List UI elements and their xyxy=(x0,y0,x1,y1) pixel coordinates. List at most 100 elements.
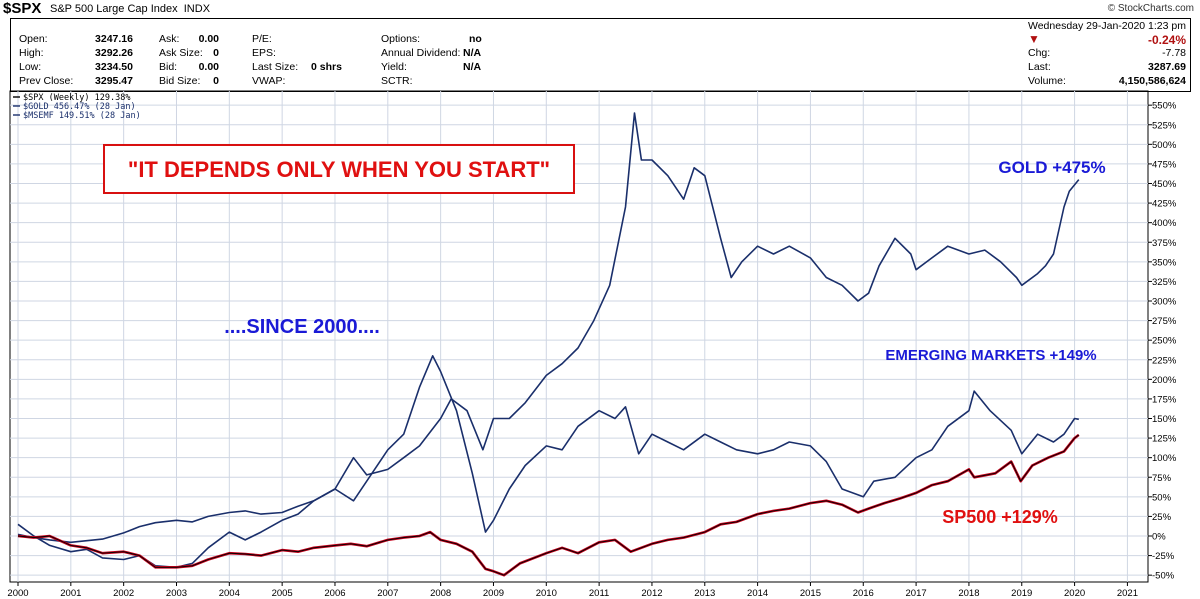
ask-size-value: 0 xyxy=(213,47,219,59)
y-tick-label: 250% xyxy=(1152,336,1177,347)
y-tick-label: 200% xyxy=(1152,375,1177,386)
last-label: Last: xyxy=(1028,61,1051,73)
y-axis: -50% -25% 0% 25% 50% 75% 100% 125% 150% 175% 200% 2… xyxy=(1148,101,1177,582)
index-name: S&P 500 Large Cap Index INDX xyxy=(50,3,210,15)
change-percent: -0.24% xyxy=(1147,33,1186,47)
x-tick-label: 2006 xyxy=(324,588,345,599)
high-label: High: xyxy=(19,47,44,59)
pe-label: P/E: xyxy=(252,33,272,45)
x-tick-label: 2005 xyxy=(272,588,293,599)
x-tick-label: 2007 xyxy=(377,588,398,599)
x-tick-label: 2002 xyxy=(113,588,134,599)
bid-value: 0.00 xyxy=(198,61,219,73)
dividend-value: N/A xyxy=(463,47,482,59)
x-tick-label: 2008 xyxy=(430,588,451,599)
y-tick-label: 150% xyxy=(1152,414,1177,425)
y-tick-label: 400% xyxy=(1152,218,1177,229)
grid-layer xyxy=(10,91,1148,582)
title-box xyxy=(103,144,575,194)
plot-frame xyxy=(9,90,1149,583)
volume-value: 4,150,586,624 xyxy=(1118,75,1186,87)
quote-datetime: Wednesday 29-Jan-2020 1:23 pm xyxy=(1028,20,1186,32)
ask-size-label: Ask Size: xyxy=(159,47,203,59)
prev-close-label: Prev Close: xyxy=(19,75,74,87)
y-tick-label: 475% xyxy=(1152,159,1177,170)
x-tick-label: 2012 xyxy=(641,588,662,599)
y-tick-label: 500% xyxy=(1152,140,1177,151)
y-tick-label: 125% xyxy=(1152,434,1177,445)
y-tick-label: 325% xyxy=(1152,277,1177,288)
prev-close-value: 3295.47 xyxy=(95,75,133,87)
y-tick-label: 525% xyxy=(1152,120,1177,131)
bid-size-label: Bid Size: xyxy=(159,75,201,87)
x-tick-label: 2010 xyxy=(536,588,557,599)
ask-label: Ask: xyxy=(159,33,180,45)
legend: $SPX (Weekly) 129.38%$GOLD 456.47% (28 J… xyxy=(13,93,141,121)
y-tick-label: 275% xyxy=(1152,316,1177,327)
y-tick-label: 100% xyxy=(1152,453,1177,464)
yield-label: Yield: xyxy=(381,61,407,73)
x-tick-label: 2014 xyxy=(747,588,768,599)
last-value: 3287.69 xyxy=(1148,61,1186,73)
chg-label: Chg: xyxy=(1028,47,1051,59)
legend-label: $SPX (Weekly) 129.38% xyxy=(23,93,130,103)
x-tick-label: 2020 xyxy=(1064,588,1085,599)
exchange-label: INDX xyxy=(183,3,211,15)
msemf-series-line xyxy=(17,354,1079,569)
stockcharts-credit: © StockCharts.com xyxy=(1107,3,1194,14)
y-tick-label: -25% xyxy=(1152,551,1175,562)
high-value: 3292.26 xyxy=(95,47,133,59)
x-axis: 2000 2001 2002 2003 2004 2005 2006 2007 2008 2009… xyxy=(7,582,1138,599)
yield-value: N/A xyxy=(463,61,482,73)
y-tick-label: 225% xyxy=(1152,355,1177,366)
y-tick-label: 175% xyxy=(1152,394,1177,405)
x-tick-label: 2003 xyxy=(166,588,187,599)
annotations: "IT DEPENDS ONLY WHEN YOU START" ....SIN… xyxy=(103,144,1106,527)
y-tick-label: 550% xyxy=(1152,101,1177,112)
y-tick-label: 375% xyxy=(1152,238,1177,249)
y-tick-label: 25% xyxy=(1152,512,1172,523)
quote-panel: Open: 3247.16 High: 3292.26 Low: 3234.50… xyxy=(10,18,1191,92)
y-tick-label: 50% xyxy=(1152,492,1172,503)
volume-label: Volume: xyxy=(1028,75,1066,87)
x-tick-label: 2004 xyxy=(219,588,240,599)
x-tick-label: 2001 xyxy=(60,588,81,599)
last-size-value: 0 shrs xyxy=(311,61,342,73)
x-tick-label: 2013 xyxy=(694,588,715,599)
y-tick-label: 300% xyxy=(1152,297,1177,308)
x-tick-label: 2011 xyxy=(589,588,609,599)
bid-size-value: 0 xyxy=(213,75,219,87)
dividend-label: Annual Dividend: xyxy=(381,47,461,59)
legend-label: $GOLD 456.47% (28 Jan) xyxy=(23,102,136,112)
low-label: Low: xyxy=(19,61,42,73)
series-layer xyxy=(17,112,1080,577)
y-tick-label: 450% xyxy=(1152,179,1177,190)
vwap-label: VWAP: xyxy=(252,75,286,87)
last-size-label: Last Size: xyxy=(252,61,299,73)
down-arrow-icon: ▼ xyxy=(1028,32,1040,46)
gold-series-line xyxy=(17,112,1080,544)
x-tick-label: 2015 xyxy=(800,588,821,599)
chg-value: -7.78 xyxy=(1162,47,1186,59)
y-tick-label: -50% xyxy=(1152,571,1175,582)
spx-series-line xyxy=(17,434,1080,576)
x-tick-label: 2019 xyxy=(1011,588,1032,599)
gold-return-label: GOLD +475% xyxy=(998,158,1105,177)
index-full-name: S&P 500 Large Cap Index xyxy=(50,3,178,15)
eps-label: EPS: xyxy=(252,47,276,59)
options-value: no xyxy=(469,33,482,45)
x-tick-label: 2000 xyxy=(7,588,28,599)
legend-label: $MSEMF 149.51% (28 Jan) xyxy=(23,111,141,121)
x-tick-label: 2018 xyxy=(958,588,979,599)
sctr-label: SCTR: xyxy=(381,75,413,87)
title-box-text: "IT DEPENDS ONLY WHEN YOU START" xyxy=(128,157,550,182)
open-label: Open: xyxy=(19,33,48,45)
chart-header: $SPX S&P 500 Large Cap Index INDX © Stoc… xyxy=(0,0,1200,18)
since-2000-label: ....SINCE 2000.... xyxy=(224,316,380,338)
sp500-return-label: SP500 +129% xyxy=(942,507,1058,527)
low-value: 3234.50 xyxy=(95,61,133,73)
x-tick-label: 2021 xyxy=(1117,588,1138,599)
x-tick-label: 2017 xyxy=(906,588,927,599)
ticker-symbol: $SPX xyxy=(3,0,42,17)
